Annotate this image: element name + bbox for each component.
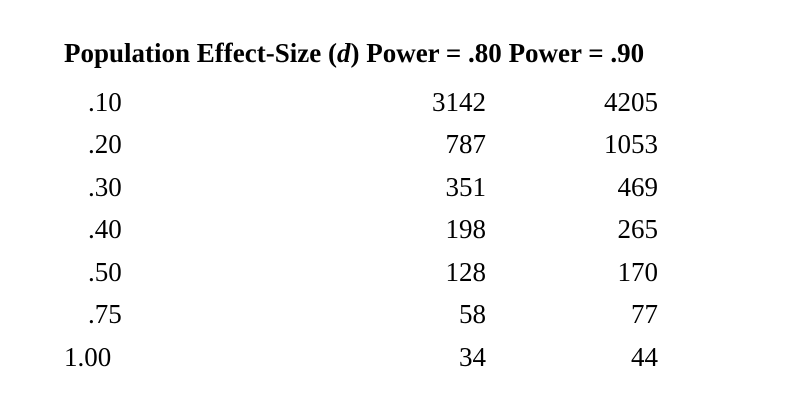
power-80-cell: 34 [459,342,486,372]
effect-size-cell: .75 [88,299,122,329]
power-90-cell: 170 [617,257,659,287]
power-90-cell: 77 [631,299,658,329]
power-80-cell: 351 [445,172,487,202]
power-80-cell: 128 [445,257,487,287]
header-effect-size: Population Effect-Size (d) [64,38,360,68]
power-80-cell: 198 [445,214,487,244]
effect-size-cell: .50 [88,257,122,287]
table-row: 1.00 34 44 [0,341,792,373]
power-90-cell: 265 [617,214,659,244]
power-90-cell: 1053 [604,129,658,159]
power-80-cell: 58 [459,299,486,329]
power-80-cell: 787 [445,129,487,159]
header-d-symbol: d [336,38,351,68]
table-row: .40 198 265 [0,213,792,245]
table-header-row: Population Effect-Size (d) Power = .80 P… [64,36,644,70]
effect-size-cell: .10 [88,87,122,117]
effect-size-cell: .20 [88,129,122,159]
power-80-cell: 3142 [432,87,486,117]
table-row: .75 58 77 [0,298,792,330]
header-power-90: Power = .90 [508,38,645,68]
power-90-cell: 44 [631,342,658,372]
table-row: .50 128 170 [0,256,792,288]
table-row: .30 351 469 [0,171,792,203]
power-90-cell: 469 [617,172,659,202]
header-power-80: Power = .80 [366,38,502,68]
power-90-cell: 4205 [604,87,658,117]
effect-size-cell: .30 [88,172,122,202]
table-row: .10 3142 4205 [0,86,792,118]
effect-size-cell: .40 [88,214,122,244]
effect-size-cell: 1.00 [64,342,112,372]
table-row: .20 787 1053 [0,128,792,160]
